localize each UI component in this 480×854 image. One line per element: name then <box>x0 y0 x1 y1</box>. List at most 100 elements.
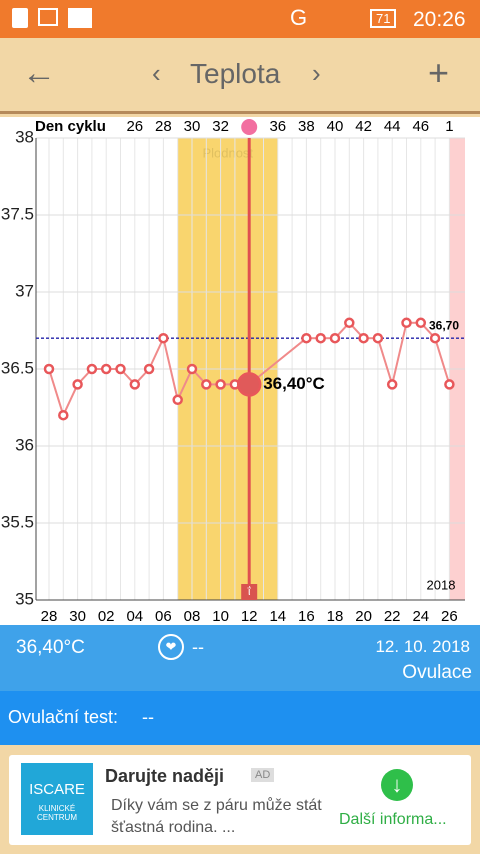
cycle-icon <box>241 119 258 135</box>
x-tick-label: 20 <box>355 608 372 625</box>
line-segment <box>148 337 165 370</box>
selected-point <box>236 372 262 397</box>
line-segment <box>391 322 408 385</box>
back-button[interactable]: ← <box>22 54 56 92</box>
coverline-label: 36,70 <box>429 318 459 332</box>
y-tick-label: 35.5 <box>1 512 34 531</box>
test-label: Ovulační test: <box>8 707 119 727</box>
temperature: 36,40°C <box>16 637 85 658</box>
point <box>415 317 427 329</box>
selected-label: 36,40°C <box>263 374 325 393</box>
line-segment <box>434 337 451 385</box>
year: 2018 <box>427 577 456 592</box>
battery: 71 <box>370 9 397 28</box>
next-button[interactable]: › <box>312 58 321 88</box>
point <box>358 332 369 344</box>
status: Ovulace <box>402 662 472 683</box>
ad-logo: ISCARE KLINICKÉ CENTRUM <box>21 763 93 835</box>
line-segment <box>62 383 79 416</box>
test-bar: Ovulační test: -- <box>0 691 480 745</box>
ad[interactable]: ISCARE KLINICKÉ CENTRUM Darujte naději A… <box>9 755 471 845</box>
point <box>172 394 183 406</box>
line-segment <box>376 337 394 385</box>
top-tick-label: 30 <box>184 118 201 135</box>
fertile-label: Plodnost <box>202 145 253 160</box>
top-tick-label: 32 <box>212 118 229 135</box>
y-tick-label: 37.5 <box>1 204 34 223</box>
top-tick-label: 26 <box>126 118 143 135</box>
icon <box>12 8 28 28</box>
x-tick-label: 18 <box>327 608 344 625</box>
x-tick-label: 02 <box>98 608 115 625</box>
x-tick-label: 06 <box>155 608 172 625</box>
ad-title: Darujte naději <box>105 766 225 786</box>
y-tick-label: 36.5 <box>1 358 34 377</box>
ovulation-icon: ΐ <box>247 586 251 598</box>
y-tick-label: 38 <box>15 127 34 146</box>
point <box>329 332 341 344</box>
x-tick-label: 08 <box>184 608 201 625</box>
ovulation-marker <box>241 584 258 600</box>
point <box>158 332 169 344</box>
point <box>429 332 441 344</box>
clock: 20:26 <box>413 8 466 31</box>
info-bar: 36,40°C ❤ -- 12. 10. 2018 Ovulace <box>0 625 480 691</box>
point <box>143 363 155 375</box>
x-tick-label: 28 <box>41 608 58 625</box>
test-value: -- <box>142 707 154 727</box>
point <box>186 363 198 375</box>
add-button[interactable]: + <box>428 52 450 93</box>
ad-badge: AD <box>251 768 275 782</box>
ad-text: Díky vám se z páru může stát šťastná rod… <box>111 797 322 836</box>
heart-value: -- <box>192 637 204 657</box>
top-tick-label: 38 <box>298 118 315 135</box>
line-segment <box>248 337 308 386</box>
logo-sub: KLINICKÉ CENTRUM <box>37 804 77 822</box>
point <box>58 409 69 421</box>
chart: Plodnost 35 35.5 36 36.5 37 37.5 38 36,70 ΐ Den cy… <box>0 117 480 625</box>
title: Teplota <box>190 58 281 89</box>
ad-cta[interactable]: Další informa... <box>339 811 447 828</box>
y-tick-label: 35 <box>15 589 34 608</box>
point <box>115 363 126 375</box>
x-tick-label: 04 <box>126 608 143 625</box>
status-bar: G 71 20:26 <box>0 0 480 38</box>
top-tick-label: 44 <box>384 118 401 135</box>
point <box>386 379 398 390</box>
top-tick-label: 40 <box>327 118 344 135</box>
icon <box>68 8 92 28</box>
status-icons <box>12 8 98 30</box>
point <box>401 317 412 329</box>
x-tick-label: 30 <box>69 608 86 625</box>
heart-icon: ❤ <box>158 634 184 660</box>
y-tick-label: 37 <box>15 281 34 300</box>
point <box>444 379 455 390</box>
point <box>129 379 141 390</box>
x-tick-label: 22 <box>384 608 401 625</box>
top-tick-label: 1 <box>445 118 453 135</box>
network: G <box>290 5 308 30</box>
point <box>344 317 355 329</box>
top-tick-label: 42 <box>355 118 372 135</box>
x-tick-label: 26 <box>441 608 458 625</box>
point <box>43 363 55 375</box>
point <box>315 332 326 344</box>
y-tick-label: 36 <box>15 435 34 454</box>
x-tick-label: 14 <box>269 608 286 625</box>
point <box>301 332 312 344</box>
logo-text: ISCARE <box>29 781 85 798</box>
top-tick-label: 36 <box>269 118 286 135</box>
x-tick-label: 10 <box>212 608 229 625</box>
point <box>86 363 98 375</box>
prev-button[interactable]: ‹ <box>152 58 161 88</box>
top-axis-label: Den cyklu <box>35 118 106 135</box>
x-tick-label: 24 <box>412 608 429 625</box>
x-tick-label: 12 <box>241 608 258 625</box>
line-segment <box>176 368 193 401</box>
x-tick-label: 16 <box>298 608 315 625</box>
top-tick-label: 46 <box>412 118 429 135</box>
line-segment <box>48 368 65 416</box>
point <box>100 363 112 375</box>
point <box>201 379 212 390</box>
